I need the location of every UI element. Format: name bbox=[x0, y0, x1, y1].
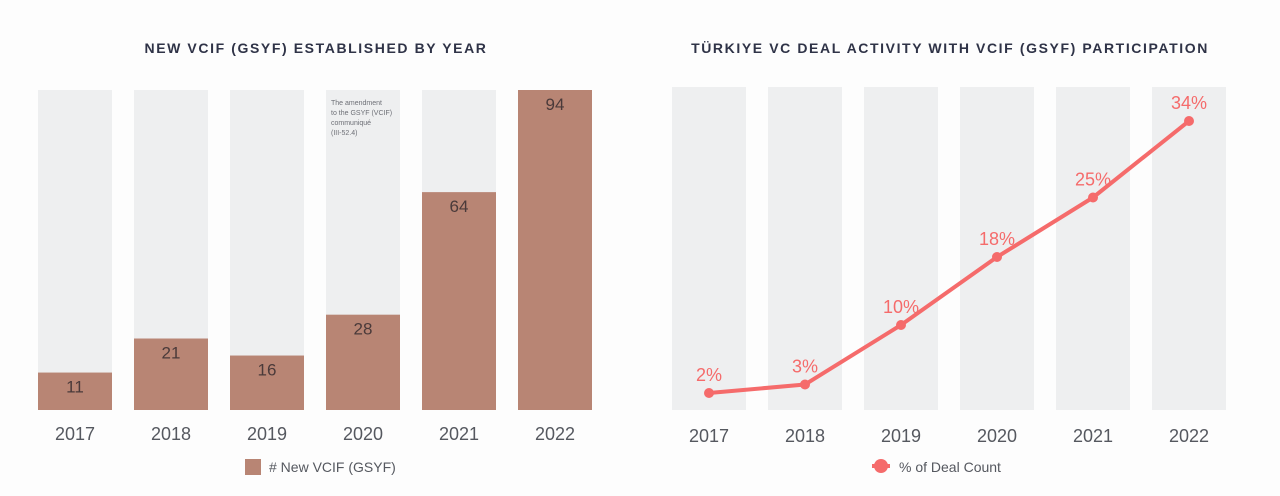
line-chart-title: TÜRKIYE VC DEAL ACTIVITY WITH VCIF (GSYF… bbox=[691, 40, 1209, 56]
bar-x-tick-2019: 2019 bbox=[247, 424, 287, 444]
line-chart: TÜRKIYE VC DEAL ACTIVITY WITH VCIF (GSYF… bbox=[672, 40, 1226, 475]
annotation-line: The amendment bbox=[331, 100, 382, 107]
bar-2018 bbox=[134, 338, 208, 410]
line-x-tick-2018: 2018 bbox=[785, 426, 825, 446]
annotation-line: to the GSYF (VCIF) bbox=[331, 110, 392, 117]
bar-chart: NEW VCIF (GSYF) ESTABLISHED BY YEAR 11 21… bbox=[38, 40, 592, 475]
bar-value-label-2019: 16 bbox=[258, 361, 277, 380]
bar-2019 bbox=[230, 355, 304, 410]
line-value-label-2019: 10% bbox=[883, 297, 919, 317]
line-value-label-2017: 2% bbox=[696, 365, 722, 385]
bar-x-tick-2017: 2017 bbox=[55, 424, 95, 444]
bar-value-label-2017: 11 bbox=[66, 378, 84, 397]
bar-chart-panel: NEW VCIF (GSYF) ESTABLISHED BY YEAR 11 21… bbox=[38, 40, 592, 475]
line-value-label-2020: 18% bbox=[979, 229, 1015, 249]
line-point-2022 bbox=[1184, 116, 1194, 126]
bar-value-label-2021: 64 bbox=[450, 197, 469, 216]
line-value-label-2018: 3% bbox=[792, 357, 818, 377]
bar-2022 bbox=[518, 90, 592, 410]
bar-2020 bbox=[326, 314, 400, 410]
bar-2017 bbox=[38, 372, 112, 410]
line-chart-panel: TÜRKIYE VC DEAL ACTIVITY WITH VCIF (GSYF… bbox=[640, 0, 1280, 496]
line-point-2021 bbox=[1088, 192, 1098, 203]
bar-legend-label: # New VCIF (GSYF) bbox=[269, 459, 396, 475]
line-x-tick-2022: 2022 bbox=[1169, 426, 1209, 446]
bar-2021 bbox=[422, 192, 496, 410]
line-chart-legend: % of Deal Count bbox=[872, 459, 1001, 475]
line-track-2021 bbox=[1056, 87, 1130, 410]
bar-chart-legend: # New VCIF (GSYF) bbox=[245, 459, 396, 475]
line-point-2019 bbox=[896, 320, 906, 330]
line-legend-dot bbox=[874, 459, 888, 473]
line-track-2018 bbox=[768, 87, 842, 410]
line-track-2017 bbox=[672, 87, 746, 410]
line-x-tick-2020: 2020 bbox=[977, 426, 1017, 446]
line-value-label-2022: 34% bbox=[1171, 93, 1207, 113]
line-x-tick-2019: 2019 bbox=[881, 426, 921, 446]
line-x-tick-2017: 2017 bbox=[689, 426, 729, 446]
line-legend-marker bbox=[872, 459, 890, 473]
line-point-2017 bbox=[704, 388, 714, 398]
line-series-path bbox=[708, 119, 1191, 395]
line-x-tick-2021: 2021 bbox=[1073, 426, 1113, 446]
bar-x-tick-2018: 2018 bbox=[151, 424, 191, 444]
bar-chart-title: NEW VCIF (GSYF) ESTABLISHED BY YEAR bbox=[144, 40, 487, 56]
bar-track-2017 bbox=[38, 90, 112, 410]
line-track-2022 bbox=[1152, 87, 1226, 410]
line-point-2018 bbox=[800, 379, 810, 390]
annotation-line: communiqué bbox=[331, 120, 371, 127]
line-point-2020 bbox=[992, 252, 1002, 262]
bar-x-tick-2021: 2021 bbox=[439, 424, 479, 444]
bar-x-tick-2020: 2020 bbox=[343, 424, 383, 444]
annotation-line: (III-52.4) bbox=[331, 130, 357, 137]
line-value-label-2021: 25% bbox=[1075, 170, 1111, 190]
bar-value-label-2022: 94 bbox=[546, 95, 565, 114]
line-track-2020 bbox=[960, 87, 1034, 410]
bar-value-label-2020: 28 bbox=[354, 320, 373, 339]
line-legend-label: % of Deal Count bbox=[899, 459, 1001, 475]
bar-value-label-2018: 21 bbox=[162, 344, 181, 363]
bar-x-tick-2022: 2022 bbox=[535, 424, 575, 444]
bar-legend-swatch bbox=[245, 459, 261, 475]
line-track-2019 bbox=[864, 87, 938, 410]
